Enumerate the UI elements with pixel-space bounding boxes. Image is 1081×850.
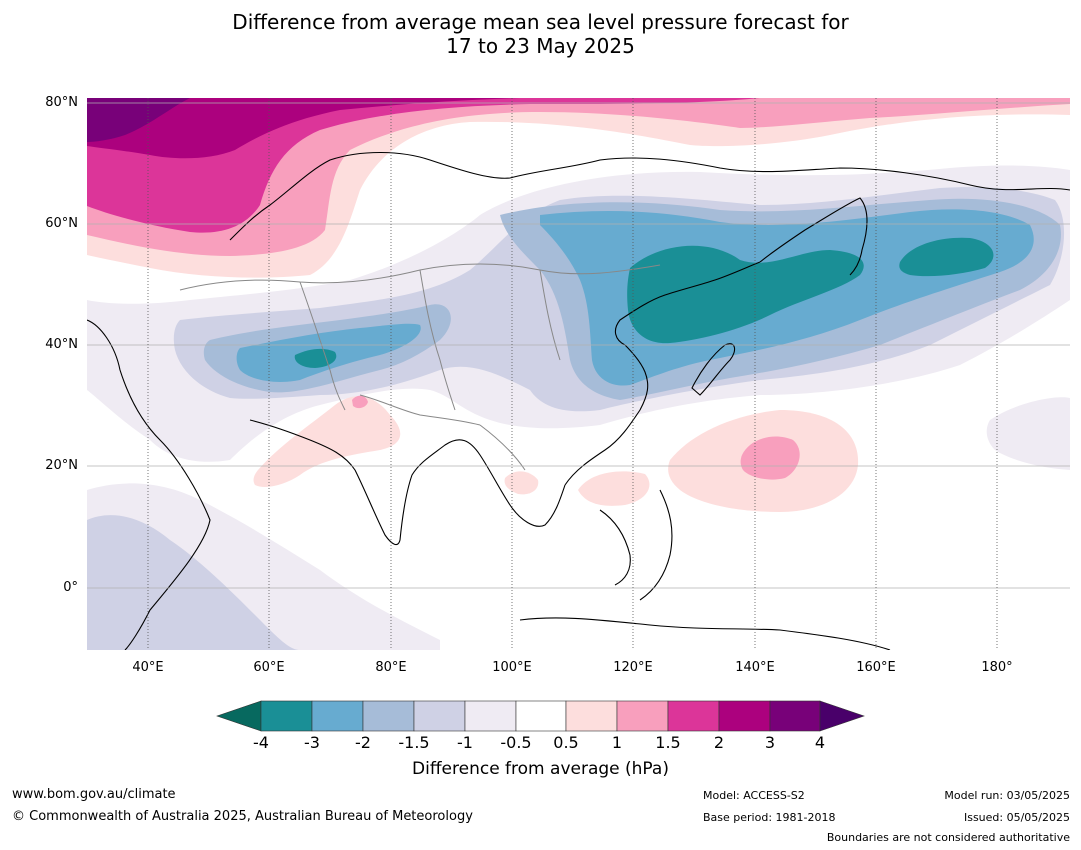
- lat-label: 20°N: [45, 458, 78, 473]
- lon-label: 120°E: [613, 660, 653, 675]
- colorbar-tick: 1: [611, 733, 623, 752]
- lon-label: 180°: [981, 660, 1013, 675]
- colorbar-tick: -0.5: [500, 733, 532, 752]
- colorbar-tick: 0.5: [553, 733, 579, 752]
- colorbar-segment: [515, 700, 567, 732]
- lon-label: 100°E: [492, 660, 532, 675]
- colorbar-tick: 2: [713, 733, 725, 752]
- lat-label: 60°N: [45, 216, 78, 231]
- contour-1: [87, 98, 1070, 256]
- colorbar-segment: [464, 700, 517, 732]
- coastlines: [87, 152, 1070, 650]
- lon-label: 140°E: [735, 660, 775, 675]
- lon-label: 80°E: [375, 660, 407, 675]
- lon-label: 40°E: [132, 660, 164, 675]
- contour-2: [87, 98, 520, 159]
- contour-0.5-scs: [578, 471, 650, 506]
- copyright-text: © Commonwealth of Australia 2025, Austra…: [12, 809, 473, 824]
- model-text: Model: ACCESS-S2: [703, 789, 805, 802]
- colorbar-tick: 3: [764, 733, 776, 752]
- disclaimer-text: Boundaries are not considered authoritat…: [826, 831, 1070, 844]
- colorbar-segment: [565, 700, 618, 732]
- lat-label: 80°N: [45, 95, 78, 110]
- contour-neg3-central-asia: [294, 348, 337, 368]
- colorbar-over-arrow: [819, 700, 865, 732]
- contour-0.5-indochina: [504, 471, 539, 495]
- lat-label: 0°: [63, 580, 78, 595]
- contour-1-arabia: [352, 395, 368, 409]
- contour-1-pacific: [740, 436, 800, 480]
- latitude-gridlines: [87, 102, 1070, 589]
- colorbar: [216, 700, 865, 732]
- page-title: Difference from average mean sea level p…: [232, 10, 849, 34]
- colorbar-label: Difference from average (hPa): [412, 759, 669, 779]
- colorbar-segment: [362, 700, 415, 732]
- base-period-text: Base period: 1981-2018: [703, 811, 836, 824]
- issued-text: Issued: 05/05/2025: [963, 811, 1070, 824]
- longitude-gridlines: [147, 98, 998, 650]
- contour-0.5-arabia: [253, 396, 401, 487]
- colorbar-tick: -4: [253, 733, 269, 752]
- colorbar-segment: [769, 700, 821, 732]
- colorbar-tick: 4: [814, 733, 826, 752]
- colorbar-tick: -1: [457, 733, 473, 752]
- contour-neg3-manchuria: [627, 245, 864, 344]
- colorbar-tick: 1.5: [655, 733, 681, 752]
- contour-neg1-africa: [87, 515, 300, 650]
- map-plot-area: [87, 98, 1070, 650]
- lat-label: 40°N: [45, 337, 78, 352]
- colorbar-segment: [413, 700, 466, 732]
- contour-neg3-kamchatka: [899, 237, 994, 277]
- model-run-text: Model run: 03/05/2025: [944, 789, 1070, 802]
- lon-label: 60°E: [253, 660, 285, 675]
- colorbar-tick: -3: [304, 733, 320, 752]
- colorbar-segment: [311, 700, 364, 732]
- colorbar-segment: [718, 700, 771, 732]
- colorbar-segment: [667, 700, 720, 732]
- lon-label: 160°E: [856, 660, 896, 675]
- contour-3: [87, 98, 190, 142]
- colorbar-tick: -2: [355, 733, 371, 752]
- contour-neg0.5-pacific: [986, 397, 1070, 470]
- website-link[interactable]: www.bom.gov.au/climate: [12, 787, 176, 802]
- colorbar-segment: [616, 700, 669, 732]
- colorbar-under-arrow: [216, 700, 262, 732]
- page-subtitle: 17 to 23 May 2025: [446, 34, 635, 58]
- colorbar-segment: [260, 700, 313, 732]
- colorbar-tick: -1.5: [398, 733, 430, 752]
